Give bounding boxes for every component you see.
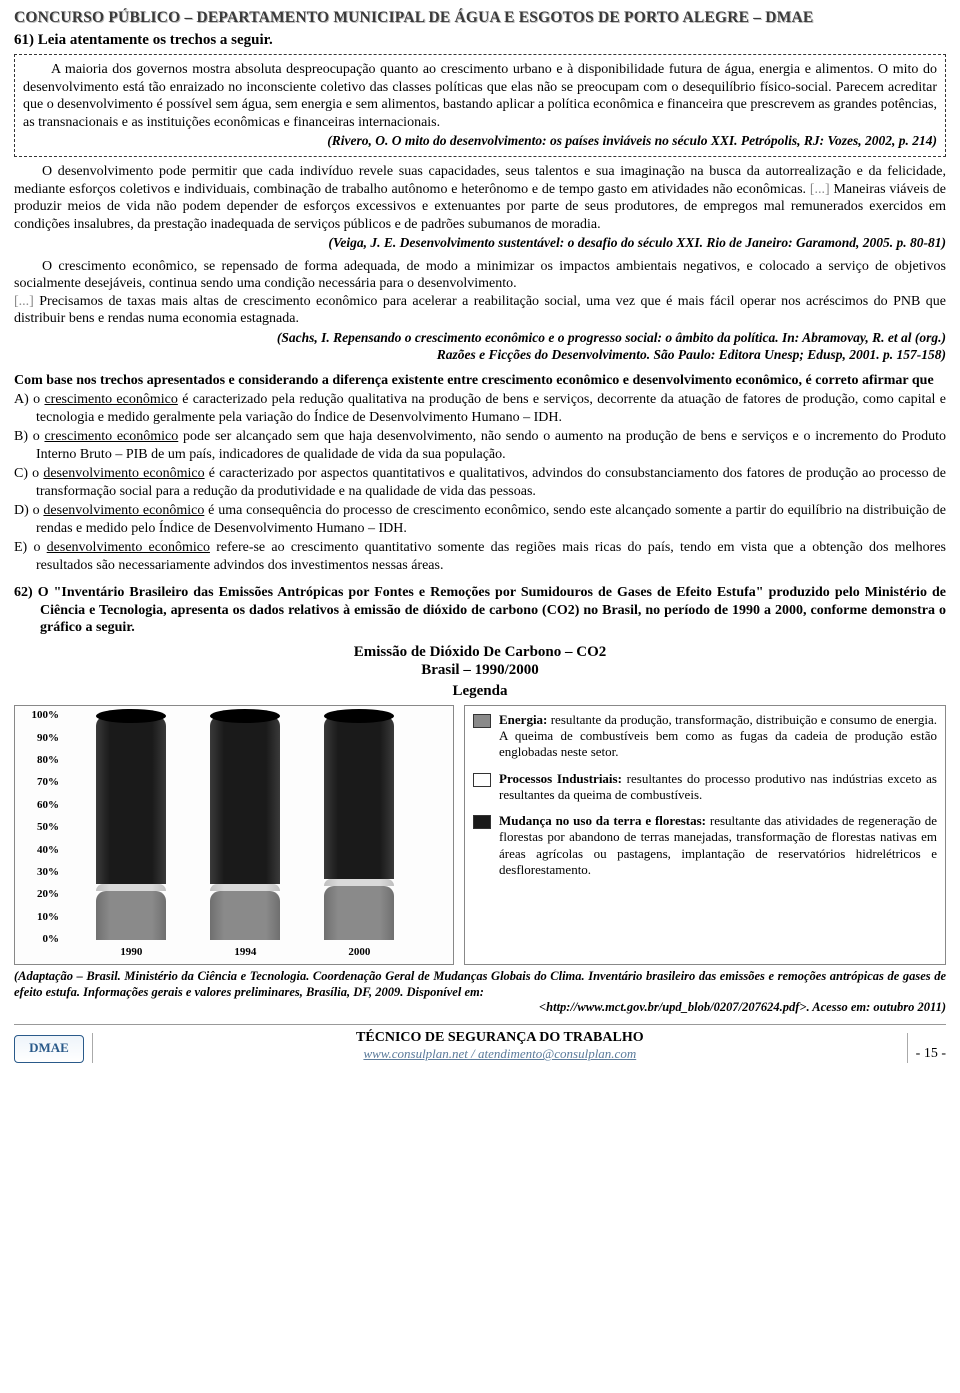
q61-cite3a: (Sachs, I. Repensando o crescimento econ… [14,330,946,347]
q61-stem: Com base nos trechos apresentados e cons… [14,372,946,390]
q61-alt-b: B) o crescimento econômico pode ser alca… [14,428,946,463]
seg-mudanca [324,716,394,880]
legend-swatch [473,714,491,728]
legend-text: Processos Industriais: resultantes do pr… [499,771,937,804]
y-tick: 90% [21,731,59,745]
q61-intro: 61) Leia atentamente os trechos a seguir… [14,31,946,50]
legend-text: Mudança no uso da terra e florestas: res… [499,813,937,878]
y-tick: 80% [21,754,59,768]
q61-para3: O crescimento econômico, se repensado de… [14,258,946,328]
y-tick: 0% [21,933,59,947]
q61-quote1: A maioria dos governos mostra absoluta d… [23,61,937,131]
x-tick: 1994 [234,946,256,960]
chart-source-2: <http://www.mct.gov.br/upd_blob/0207/207… [14,1000,946,1016]
legend-item: Processos Industriais: resultantes do pr… [473,771,937,804]
q61-para2: O desenvolvimento pode permitir que cada… [14,163,946,233]
q61-para3-a: O crescimento econômico, se repensado de… [14,259,946,292]
q61-alt-c: C) o desenvolvimento econômico é caracte… [14,465,946,500]
q61-cite3b: Razões e Ficções do Desenvolvimento. São… [14,347,946,364]
seg-mudanca [210,716,280,884]
exam-header: CONCURSO PÚBLICO – DEPARTAMENTO MUNICIPA… [14,8,946,29]
legend-text: Energia: resultante da produção, transfo… [499,712,937,761]
bar-cap [96,709,166,723]
legend-title: Legenda [14,682,946,701]
bar-cap [210,709,280,723]
y-tick: 10% [21,911,59,925]
legend-panel: Energia: resultante da produção, transfo… [464,705,946,965]
bar-cap [324,709,394,723]
page-number: - 15 - [916,1045,946,1063]
y-tick: 60% [21,799,59,813]
dmae-logo: DMAE [14,1035,84,1063]
q61-alt-e: E) o desenvolvimento econômico refere-se… [14,539,946,574]
legend-swatch [473,815,491,829]
footer-link: www.consulplan.net / atendimento@consulp… [101,1046,899,1062]
chart-panel: 0% 10% 20% 30% 40% 50% 60% 70% 80% 90% 100% 1990 199… [14,705,454,965]
y-tick: 100% [21,709,59,723]
y-tick: 50% [21,821,59,835]
x-tick: 2000 [348,946,370,960]
q61-para2-a: O desenvolvimento pode permitir que cada… [14,164,946,197]
y-tick: 70% [21,776,59,790]
y-tick: 30% [21,866,59,880]
chart-subtitle: Brasil – 1990/2000 [14,661,946,680]
legend-item: Mudança no uso da terra e florestas: res… [473,813,937,878]
ellipsis-2: [...] [14,294,34,309]
y-tick: 20% [21,888,59,902]
q61-alt-d: D) o desenvolvimento econômico é uma con… [14,502,946,537]
bar-1994 [210,716,280,940]
q61-alt-a: A) o crescimento econômico é caracteriza… [14,391,946,426]
seg-mudanca [96,716,166,884]
seg-processos [324,879,394,886]
seg-energia [324,886,394,940]
q62-stem: 62) O "Inventário Brasileiro das Emissõe… [14,584,946,637]
bar-1990 [96,716,166,940]
chart-source-1: (Adaptação – Brasil. Ministério da Ciênc… [14,969,946,1000]
footer-role: TÉCNICO DE SEGURANÇA DO TRABALHO [101,1029,899,1047]
page-footer: DMAE TÉCNICO DE SEGURANÇA DO TRABALHO ww… [14,1024,946,1063]
seg-energia [210,891,280,940]
seg-processos [210,884,280,891]
y-tick: 40% [21,843,59,857]
seg-energia [96,891,166,940]
ellipsis-1: [...] [810,182,830,197]
seg-processos [96,884,166,891]
chart-title: Emissão de Dióxido De Carbono – CO2 [14,643,946,662]
q61-quote-box: A maioria dos governos mostra absoluta d… [14,54,946,157]
legend-swatch [473,773,491,787]
q61-cite2: (Veiga, J. E. Desenvolvimento sustentáve… [14,235,946,252]
q61-para3-b: Precisamos de taxas mais altas de cresci… [14,294,946,327]
legend-item: Energia: resultante da produção, transfo… [473,712,937,761]
bar-2000 [324,716,394,940]
q61-cite1: (Rivero, O. O mito do desenvolvimento: o… [23,133,937,150]
x-tick: 1990 [120,946,142,960]
